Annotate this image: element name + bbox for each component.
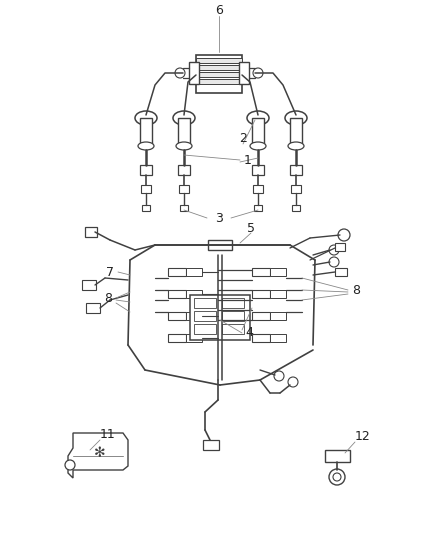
- Bar: [203, 440, 219, 450]
- Bar: [186, 312, 202, 320]
- Bar: [179, 185, 189, 193]
- Bar: [186, 290, 202, 298]
- Bar: [140, 165, 152, 175]
- Bar: [190, 295, 250, 340]
- Bar: [196, 58, 242, 63]
- Bar: [252, 118, 264, 146]
- Bar: [270, 290, 286, 298]
- Bar: [290, 165, 302, 175]
- Ellipse shape: [288, 142, 304, 150]
- Polygon shape: [68, 433, 128, 478]
- Bar: [325, 450, 350, 462]
- Circle shape: [329, 257, 339, 267]
- Bar: [194, 298, 216, 308]
- Bar: [141, 185, 151, 193]
- Ellipse shape: [176, 142, 192, 150]
- Text: 7: 7: [106, 265, 114, 279]
- Bar: [186, 268, 202, 276]
- Bar: [222, 311, 244, 321]
- Circle shape: [329, 245, 339, 255]
- Bar: [168, 312, 186, 320]
- Bar: [85, 227, 97, 237]
- Text: 8: 8: [352, 284, 360, 296]
- Circle shape: [329, 469, 345, 485]
- Bar: [252, 312, 270, 320]
- Bar: [180, 205, 188, 211]
- Text: 1: 1: [244, 154, 252, 166]
- Bar: [335, 268, 347, 276]
- Bar: [254, 205, 262, 211]
- Bar: [239, 62, 249, 84]
- Text: ✻: ✻: [94, 446, 106, 460]
- Bar: [168, 334, 186, 342]
- Bar: [196, 72, 242, 77]
- Circle shape: [333, 473, 341, 481]
- Bar: [270, 334, 286, 342]
- Bar: [253, 185, 263, 193]
- Bar: [222, 298, 244, 308]
- Circle shape: [288, 377, 298, 387]
- Ellipse shape: [250, 142, 266, 150]
- Circle shape: [338, 229, 350, 241]
- Bar: [194, 311, 216, 321]
- Text: 4: 4: [245, 327, 253, 340]
- Bar: [142, 205, 150, 211]
- Bar: [196, 65, 242, 70]
- Bar: [196, 55, 242, 93]
- Bar: [270, 268, 286, 276]
- Ellipse shape: [173, 111, 195, 125]
- Circle shape: [65, 460, 75, 470]
- Text: 3: 3: [215, 212, 223, 224]
- Bar: [252, 290, 270, 298]
- Bar: [291, 185, 301, 193]
- Bar: [292, 205, 300, 211]
- Ellipse shape: [138, 142, 154, 150]
- Bar: [168, 268, 186, 276]
- Bar: [194, 324, 216, 334]
- Bar: [208, 240, 232, 250]
- Bar: [252, 268, 270, 276]
- Bar: [189, 62, 199, 84]
- Bar: [252, 165, 264, 175]
- Bar: [290, 118, 302, 146]
- Bar: [252, 334, 270, 342]
- Text: 5: 5: [247, 222, 255, 235]
- Bar: [335, 243, 345, 251]
- Bar: [82, 280, 96, 290]
- Text: 6: 6: [215, 4, 223, 17]
- Text: 2: 2: [239, 132, 247, 144]
- Bar: [222, 324, 244, 334]
- Bar: [270, 312, 286, 320]
- Circle shape: [274, 371, 284, 381]
- Text: 12: 12: [355, 431, 371, 443]
- Ellipse shape: [285, 111, 307, 125]
- Bar: [140, 118, 152, 146]
- Circle shape: [253, 68, 263, 78]
- Circle shape: [175, 68, 185, 78]
- Bar: [178, 165, 190, 175]
- Bar: [86, 303, 100, 313]
- Bar: [178, 118, 190, 146]
- Ellipse shape: [247, 111, 269, 125]
- Text: 8: 8: [104, 292, 112, 304]
- Bar: [168, 290, 186, 298]
- Bar: [186, 334, 202, 342]
- Ellipse shape: [135, 111, 157, 125]
- Text: 11: 11: [100, 429, 116, 441]
- Bar: [196, 79, 242, 84]
